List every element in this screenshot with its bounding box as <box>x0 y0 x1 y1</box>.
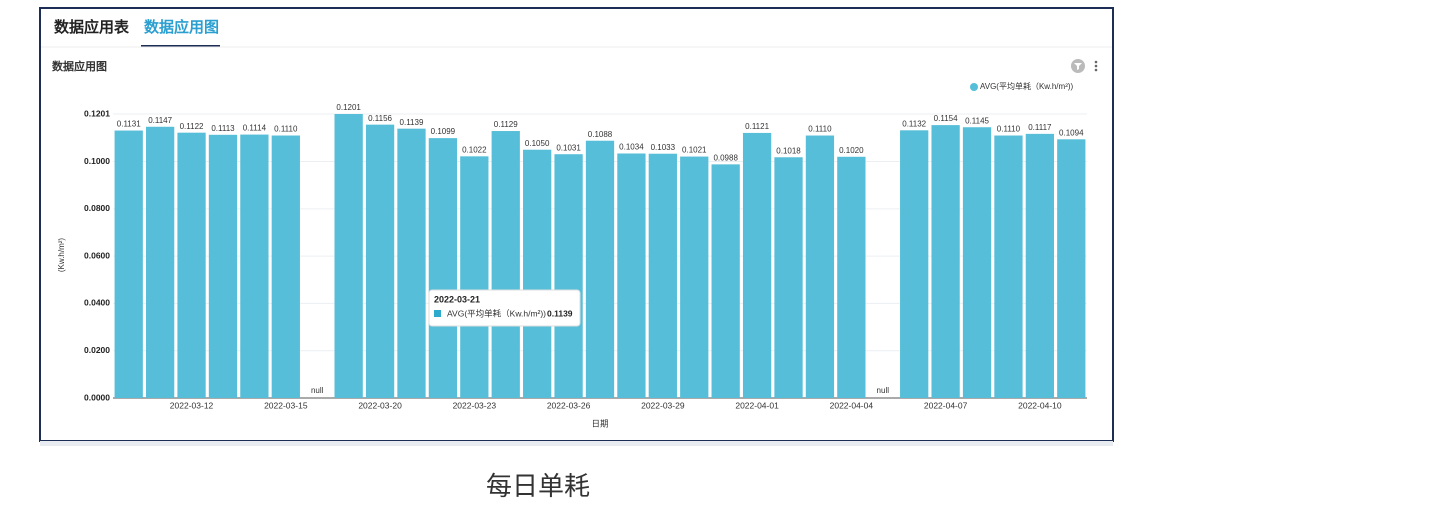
value-label: 0.1020 <box>839 146 864 155</box>
bar <box>397 128 426 398</box>
tooltip-value: 0.1139 <box>547 308 573 318</box>
value-label: 0.1094 <box>1059 128 1084 137</box>
bar <box>523 149 552 398</box>
x-axis-label: 日期 <box>591 418 608 428</box>
value-label: 0.1033 <box>651 143 676 152</box>
value-label: 0.1156 <box>368 114 392 123</box>
value-label: 0.1114 <box>243 124 267 133</box>
tab-active[interactable]: 数据应用图 <box>144 18 219 36</box>
value-label: 0.1110 <box>997 125 1021 134</box>
value-label: 0.1110 <box>274 125 298 134</box>
legend-swatch <box>970 83 978 91</box>
value-label: 0.1154 <box>934 114 958 123</box>
value-label: 0.1129 <box>494 120 518 129</box>
y-tick-label: 0.0400 <box>84 298 110 308</box>
bar <box>365 124 395 399</box>
x-tick-label: 2022-03-20 <box>358 400 402 410</box>
bar <box>1057 139 1086 398</box>
value-label: 0.1088 <box>588 130 613 139</box>
y-tick-label: 0.0600 <box>84 250 110 260</box>
bar <box>177 132 206 399</box>
tooltip-title: 2022-03-21 <box>434 294 480 304</box>
x-tick-label: 2022-03-26 <box>547 400 591 410</box>
legend-label: AVG(平均单耗（Kw.h/m²)) <box>980 81 1074 91</box>
value-label: 0.1018 <box>776 146 801 155</box>
x-tick-label: 2022-04-07 <box>924 400 968 410</box>
value-label: 0.1201 <box>336 103 361 112</box>
value-label: 0.1132 <box>902 119 926 128</box>
y-tick-label: 0.1201 <box>84 108 110 118</box>
x-tick-label: 2022-04-10 <box>1018 400 1062 410</box>
bar <box>805 135 835 398</box>
value-label: 0.1022 <box>462 145 487 154</box>
bar <box>334 114 363 398</box>
tooltip-box <box>428 289 581 327</box>
value-label: 0.1139 <box>400 118 424 127</box>
tab[interactable]: 数据应用表 <box>54 18 130 36</box>
bar <box>271 135 300 398</box>
card-shadow <box>40 441 1113 446</box>
y-axis-label: (Kw.h/m²) <box>57 238 66 273</box>
x-tick-label: 2022-03-15 <box>264 400 308 410</box>
value-label: 0.1099 <box>431 127 456 136</box>
bar <box>114 130 143 399</box>
x-tick-label: 2022-04-04 <box>830 400 874 410</box>
x-tick-label: 2022-03-23 <box>453 400 497 410</box>
bar <box>208 134 238 398</box>
y-tick-label: 0.0000 <box>84 392 110 402</box>
x-tick-label: 2022-03-29 <box>641 400 685 410</box>
value-label: 0.1145 <box>965 116 989 125</box>
value-label: 0.1121 <box>745 122 769 131</box>
value-label: null <box>311 386 324 395</box>
x-tick-label: 2022-04-01 <box>735 400 779 410</box>
bar <box>680 156 709 398</box>
tooltip-series: AVG(平均单耗（Kw.h/m²)) <box>447 308 546 318</box>
value-label: 0.1110 <box>808 125 832 134</box>
bar <box>648 153 677 398</box>
tab-underline <box>141 45 220 47</box>
bar <box>711 164 740 398</box>
bar <box>460 156 489 398</box>
y-tick-label: 0.0800 <box>84 203 110 213</box>
bar <box>240 134 269 398</box>
value-label: 0.1113 <box>211 124 235 133</box>
bar <box>962 127 992 398</box>
panel-title: 数据应用图 <box>52 59 107 73</box>
x-tick-label: 2022-03-12 <box>170 400 214 410</box>
value-label: 0.1122 <box>180 122 204 131</box>
bar <box>837 156 866 398</box>
filter-glyph <box>1074 63 1082 70</box>
bar <box>554 154 583 398</box>
more-icon[interactable] <box>1094 60 1098 72</box>
y-tick-label: 0.1000 <box>84 156 110 166</box>
value-label: 0.1034 <box>619 143 644 152</box>
bar <box>900 130 929 398</box>
bar <box>617 153 646 398</box>
value-label: 0.1147 <box>148 116 172 125</box>
bar <box>774 157 803 398</box>
bar <box>931 125 960 398</box>
value-label: 0.0988 <box>713 153 738 162</box>
y-tick-label: 0.0200 <box>84 345 110 355</box>
bar <box>1025 133 1055 398</box>
bar <box>585 140 615 398</box>
value-label: 0.1131 <box>117 120 141 129</box>
tooltip: 2022-03-21 AVG(平均单耗（Kw.h/m²)) 0.1139 <box>428 289 581 327</box>
caption: 每日单耗 <box>486 471 590 501</box>
value-label: 0.1031 <box>556 143 581 152</box>
bar <box>994 135 1023 398</box>
value-label: 0.1021 <box>682 146 707 155</box>
bar <box>742 132 772 398</box>
bar <box>428 138 458 398</box>
value-label: 0.1050 <box>525 139 550 148</box>
tooltip-swatch <box>434 310 441 317</box>
value-label: null <box>877 386 890 395</box>
value-label: 0.1117 <box>1028 123 1052 132</box>
bar <box>145 126 175 399</box>
bar <box>491 131 520 398</box>
